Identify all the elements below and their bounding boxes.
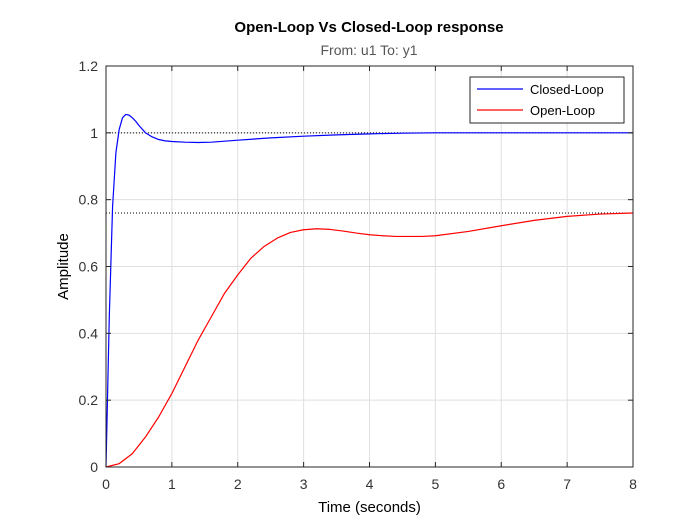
y-tick-label: 0 <box>90 459 98 475</box>
x-tick-labels: 0 1 2 3 4 5 6 7 8 <box>102 476 637 492</box>
x-tick-label: 8 <box>629 476 637 492</box>
y-axis-label: Amplitude <box>55 233 72 300</box>
x-tick-label: 7 <box>563 476 571 492</box>
legend-box <box>469 76 625 124</box>
x-tick-label: 2 <box>234 476 242 492</box>
y-tick-label: 0.8 <box>79 192 99 208</box>
legend-entry-open-loop: Open-Loop <box>530 103 595 118</box>
y-tick-label: 0.4 <box>79 325 99 341</box>
x-tick-label: 1 <box>168 476 176 492</box>
x-tick-label: 5 <box>431 476 439 492</box>
reference-lines <box>106 132 633 214</box>
x-tick-label: 4 <box>366 476 374 492</box>
x-axis-label: Time (seconds) <box>318 499 421 516</box>
series-lines <box>105 113 634 468</box>
y-tick-label: 0.6 <box>79 259 99 275</box>
chart-title: Open-Loop Vs Closed-Loop response <box>234 19 503 36</box>
y-tick-label: 0.2 <box>79 392 99 408</box>
chart-subtitle: From: u1 To: y1 <box>320 42 417 58</box>
y-tick-labels: 0 0.2 0.4 0.6 0.8 1 1.2 <box>79 58 99 475</box>
series-line-closed-loop <box>105 113 633 468</box>
x-tick-label: 6 <box>497 476 505 492</box>
legend-entry-closed-loop: Closed-Loop <box>530 82 604 97</box>
tick-marks <box>105 65 634 468</box>
legend: Closed-Loop Open-Loop <box>469 76 625 124</box>
x-tick-label: 0 <box>102 476 110 492</box>
y-tick-label: 1 <box>90 125 98 141</box>
series-line-open-loop <box>105 212 634 468</box>
x-tick-label: 3 <box>300 476 308 492</box>
y-tick-label: 1.2 <box>79 58 99 74</box>
